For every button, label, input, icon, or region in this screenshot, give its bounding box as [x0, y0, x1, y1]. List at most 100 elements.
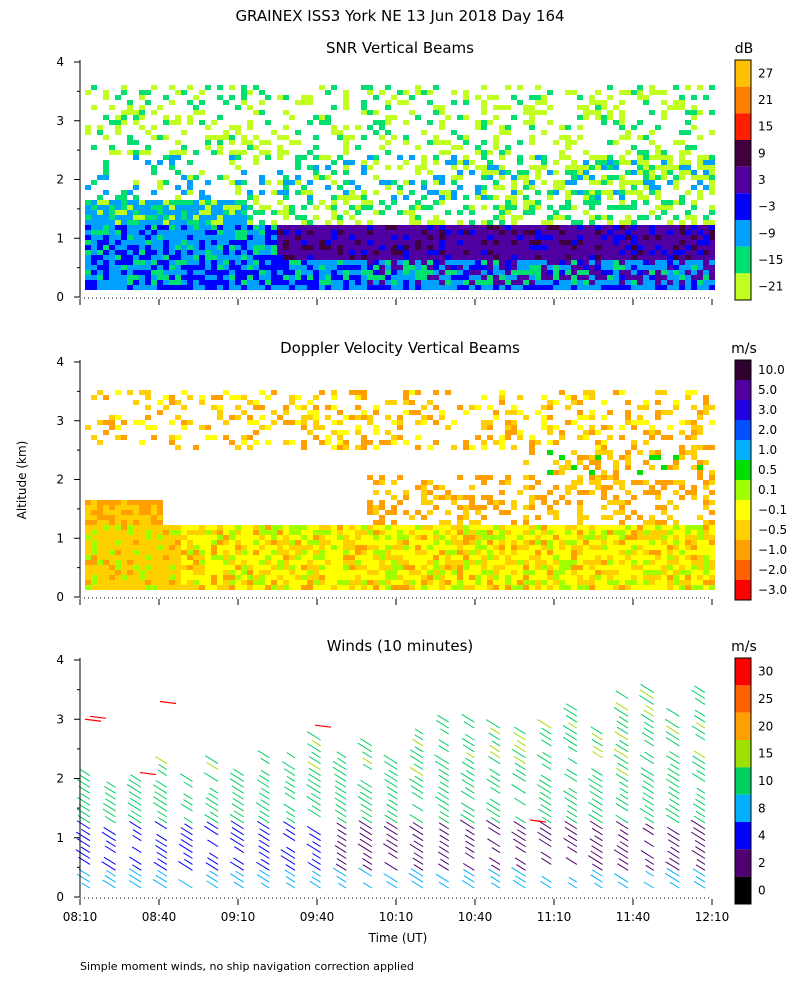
snr-cell: [247, 215, 253, 220]
doppler-cell: [91, 560, 97, 565]
doppler-cell: [547, 450, 553, 455]
snr-cell: [151, 235, 157, 240]
doppler-cell: [145, 535, 151, 540]
doppler-cell: [133, 570, 139, 575]
y-tick-label: 2: [56, 473, 64, 487]
doppler-cell: [373, 570, 379, 575]
snr-cell: [493, 115, 499, 120]
snr-cell: [349, 265, 355, 270]
snr-cell: [703, 255, 709, 260]
doppler-cell: [307, 410, 313, 415]
snr-cell: [583, 165, 589, 170]
snr-cell: [301, 235, 307, 240]
snr-cell: [433, 180, 439, 185]
snr-cell: [493, 245, 499, 250]
wind-barb: [463, 868, 475, 877]
snr-cell: [691, 275, 697, 280]
colorbar-label: 21: [758, 93, 773, 107]
snr-cell: [601, 235, 607, 240]
doppler-cell: [559, 465, 565, 470]
snr-cell: [301, 255, 307, 260]
snr-cell: [583, 110, 589, 115]
snr-cell: [193, 285, 199, 290]
doppler-cell: [613, 585, 619, 590]
snr-cell: [709, 225, 715, 230]
doppler-cell: [403, 570, 409, 575]
doppler-cell: [601, 530, 607, 535]
doppler-cell: [523, 545, 529, 550]
snr-cell: [421, 160, 427, 165]
snr-cell: [289, 250, 295, 255]
doppler-cell: [205, 555, 211, 560]
snr-cell: [355, 270, 361, 275]
doppler-cell: [499, 510, 505, 515]
doppler-cell: [667, 425, 673, 430]
snr-cell: [511, 230, 517, 235]
snr-cell: [577, 225, 583, 230]
doppler-cell: [247, 580, 253, 585]
doppler-cell: [145, 390, 151, 395]
snr-cell: [439, 195, 445, 200]
doppler-cell: [409, 540, 415, 545]
snr-cell: [445, 190, 451, 195]
snr-cell: [487, 235, 493, 240]
doppler-cell: [541, 540, 547, 545]
wind-barb: [362, 763, 373, 771]
snr-cell: [529, 105, 535, 110]
doppler-cell: [415, 390, 421, 395]
snr-cell: [415, 205, 421, 210]
doppler-cell: [109, 580, 115, 585]
doppler-cell: [145, 530, 151, 535]
doppler-cell: [673, 505, 679, 510]
wind-barb: [158, 817, 168, 824]
doppler-cell: [523, 530, 529, 535]
doppler-cell: [661, 550, 667, 555]
snr-cell: [139, 235, 145, 240]
snr-cell: [181, 210, 187, 215]
doppler-cell: [697, 525, 703, 530]
wind-barb: [309, 880, 321, 889]
snr-cell: [619, 180, 625, 185]
doppler-cell: [541, 570, 547, 575]
doppler-cell: [373, 565, 379, 570]
doppler-cell: [685, 575, 691, 580]
wind-barb: [414, 728, 424, 735]
doppler-cell: [241, 545, 247, 550]
doppler-cell: [577, 530, 583, 535]
snr-cell: [409, 255, 415, 260]
doppler-cell: [619, 555, 625, 560]
snr-cell: [361, 245, 367, 250]
snr-cell: [265, 255, 271, 260]
doppler-cell: [163, 550, 169, 555]
doppler-cell: [553, 500, 559, 505]
snr-cell: [517, 245, 523, 250]
snr-cell: [253, 285, 259, 290]
doppler-cell: [367, 505, 373, 510]
snr-cell: [661, 205, 667, 210]
snr-cell: [91, 260, 97, 265]
snr-cell: [109, 270, 115, 275]
snr-cell: [289, 255, 295, 260]
snr-cell: [175, 275, 181, 280]
snr-cell: [667, 220, 673, 225]
snr-cell: [373, 270, 379, 275]
snr-cell: [601, 285, 607, 290]
doppler-cell: [613, 550, 619, 555]
doppler-cell: [607, 535, 613, 540]
doppler-cell: [397, 545, 403, 550]
snr-cell: [469, 240, 475, 245]
snr-cell: [379, 270, 385, 275]
snr-cell: [595, 105, 601, 110]
doppler-cell: [391, 400, 397, 405]
doppler-cell: [499, 565, 505, 570]
snr-cell: [433, 270, 439, 275]
snr-cell: [523, 180, 529, 185]
snr-cell: [283, 255, 289, 260]
doppler-cell: [595, 460, 601, 465]
doppler-cell: [373, 535, 379, 540]
snr-cell: [229, 155, 235, 160]
wind-barb: [360, 809, 373, 818]
doppler-cell: [499, 440, 505, 445]
snr-cell: [385, 225, 391, 230]
doppler-cell: [439, 580, 445, 585]
